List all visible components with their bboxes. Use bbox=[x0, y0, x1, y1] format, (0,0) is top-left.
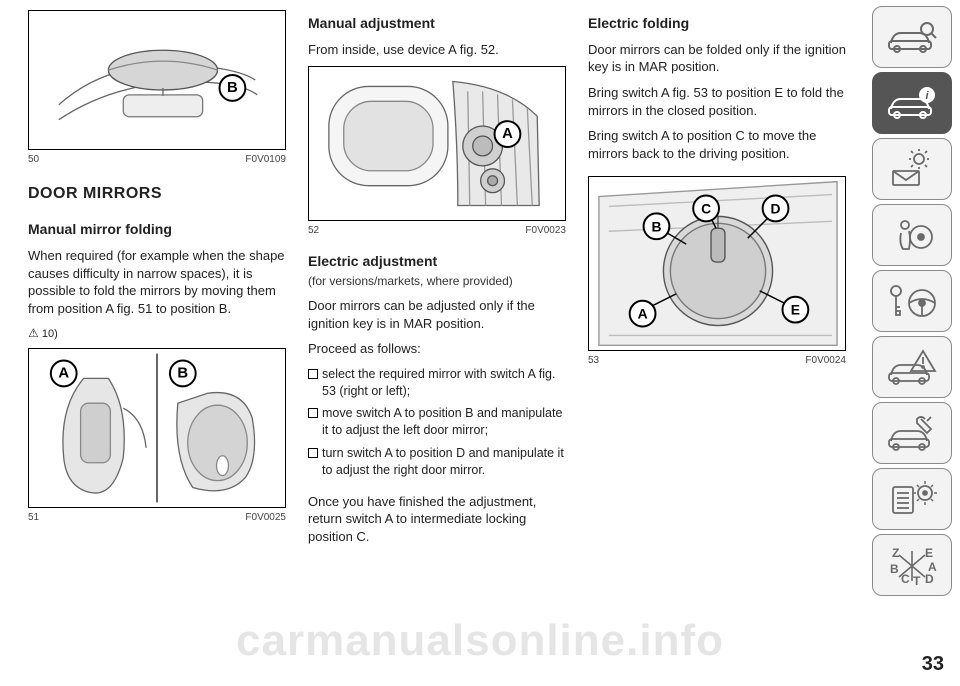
fig51-bubble-a: A bbox=[58, 365, 69, 381]
column-2: Manual adjustment From inside, use devic… bbox=[308, 10, 566, 554]
checklist-item-1: select the required mirror with switch A… bbox=[308, 366, 566, 400]
checklist: select the required mirror with switch A… bbox=[308, 366, 566, 485]
sub-manual-adjustment: Manual adjustment bbox=[308, 14, 566, 33]
sub-electric-folding: Electric folding bbox=[588, 14, 846, 33]
column-3: Electric folding Door mirrors can be fol… bbox=[588, 10, 846, 554]
fig53-bubble-d: D bbox=[771, 201, 781, 217]
figure-50-caption: 50 F0V0109 bbox=[28, 153, 286, 167]
figure-52-svg: A bbox=[309, 66, 565, 221]
figure-52-caption: 52 F0V0023 bbox=[308, 224, 566, 238]
figure-51-caption: 51 F0V0025 bbox=[28, 511, 286, 525]
tile-car-warning[interactable] bbox=[872, 336, 952, 398]
svg-text:B: B bbox=[890, 562, 899, 576]
key-wheel-icon bbox=[886, 281, 938, 321]
fig50-code: F0V0109 bbox=[245, 153, 286, 167]
figure-52: A bbox=[308, 66, 566, 221]
spec-gear-icon bbox=[887, 479, 937, 519]
para-ef-2: Bring switch A fig. 53 to position E to … bbox=[588, 84, 846, 119]
fig53-num: 53 bbox=[588, 354, 599, 368]
figure-53: B C D A E bbox=[588, 176, 846, 351]
warning-icon: ⚠ bbox=[28, 325, 39, 341]
fig51-bubble-b: B bbox=[177, 365, 188, 381]
sidebar: i bbox=[872, 6, 952, 596]
checklist-item-3: turn switch A to position D and manipula… bbox=[308, 445, 566, 479]
note-versions: (for versions/markets, where provided) bbox=[308, 273, 566, 289]
car-warning-icon bbox=[887, 347, 937, 387]
para-ef-3: Bring switch A to position C to move the… bbox=[588, 127, 846, 162]
para-electric-adj-1: Door mirrors can be adjusted only if the… bbox=[308, 297, 566, 332]
figure-50: B bbox=[28, 10, 286, 150]
airbag-icon bbox=[887, 215, 937, 255]
car-search-icon bbox=[887, 19, 937, 55]
fig52-num: 52 bbox=[308, 224, 319, 238]
tile-car-search[interactable] bbox=[872, 6, 952, 68]
car-service-icon bbox=[887, 413, 937, 453]
sub-electric-adjustment: Electric adjustment bbox=[308, 252, 566, 271]
para-proceed: Proceed as follows: bbox=[308, 340, 566, 358]
page-number: 33 bbox=[922, 653, 944, 676]
column-1: B 50 F0V0109 DOOR MIRRORS Manual mirror … bbox=[28, 10, 286, 554]
svg-text:E: E bbox=[925, 546, 933, 560]
section-title: DOOR MIRRORS bbox=[28, 183, 286, 205]
figure-53-caption: 53 F0V0024 bbox=[588, 354, 846, 368]
fig51-code: F0V0025 bbox=[245, 511, 286, 525]
checklist-item-2: move switch A to position B and manipula… bbox=[308, 405, 566, 439]
para-electric-adj-2: Once you have finished the adjustment, r… bbox=[308, 493, 566, 546]
svg-text:T: T bbox=[913, 574, 921, 587]
svg-text:D: D bbox=[925, 572, 934, 586]
fig53-bubble-e: E bbox=[791, 302, 800, 318]
page: B 50 F0V0109 DOOR MIRRORS Manual mirror … bbox=[0, 0, 850, 686]
figure-53-svg: B C D A E bbox=[589, 176, 845, 351]
fig53-bubble-c: C bbox=[701, 201, 711, 217]
svg-text:Z: Z bbox=[892, 546, 899, 560]
para-manual-folding: When required (for example when the shap… bbox=[28, 247, 286, 317]
tile-index[interactable]: Z E B A C T D bbox=[872, 534, 952, 596]
figure-51-svg: A B bbox=[29, 348, 285, 508]
tile-airbag[interactable] bbox=[872, 204, 952, 266]
fig50-num: 50 bbox=[28, 153, 39, 167]
lamp-mail-icon bbox=[887, 149, 937, 189]
figure-50-svg: B bbox=[29, 10, 285, 150]
tile-lamp-mail[interactable] bbox=[872, 138, 952, 200]
warning-num: 10) bbox=[42, 328, 58, 340]
para-manual-adjustment: From inside, use device A fig. 52. bbox=[308, 41, 566, 59]
index-icon: Z E B A C T D bbox=[885, 543, 939, 587]
columns: B 50 F0V0109 DOOR MIRRORS Manual mirror … bbox=[28, 10, 836, 554]
sub-manual-folding: Manual mirror folding bbox=[28, 220, 286, 239]
fig53-bubble-b: B bbox=[651, 218, 661, 234]
fig53-code: F0V0024 bbox=[805, 354, 846, 368]
fig51-num: 51 bbox=[28, 511, 39, 525]
tile-car-service[interactable] bbox=[872, 402, 952, 464]
fig52-bubble-a: A bbox=[502, 127, 513, 143]
para-ef-1: Door mirrors can be folded only if the i… bbox=[588, 41, 846, 76]
figure-51: A B bbox=[28, 348, 286, 508]
warning-ref: ⚠ 10) bbox=[28, 325, 286, 342]
tile-spec-gear[interactable] bbox=[872, 468, 952, 530]
tile-car-info[interactable]: i bbox=[872, 72, 952, 134]
fig52-code: F0V0023 bbox=[525, 224, 566, 238]
car-info-icon: i bbox=[887, 85, 937, 121]
tile-key-wheel[interactable] bbox=[872, 270, 952, 332]
fig53-bubble-a: A bbox=[638, 306, 648, 322]
fig50-bubble-b: B bbox=[227, 80, 238, 96]
